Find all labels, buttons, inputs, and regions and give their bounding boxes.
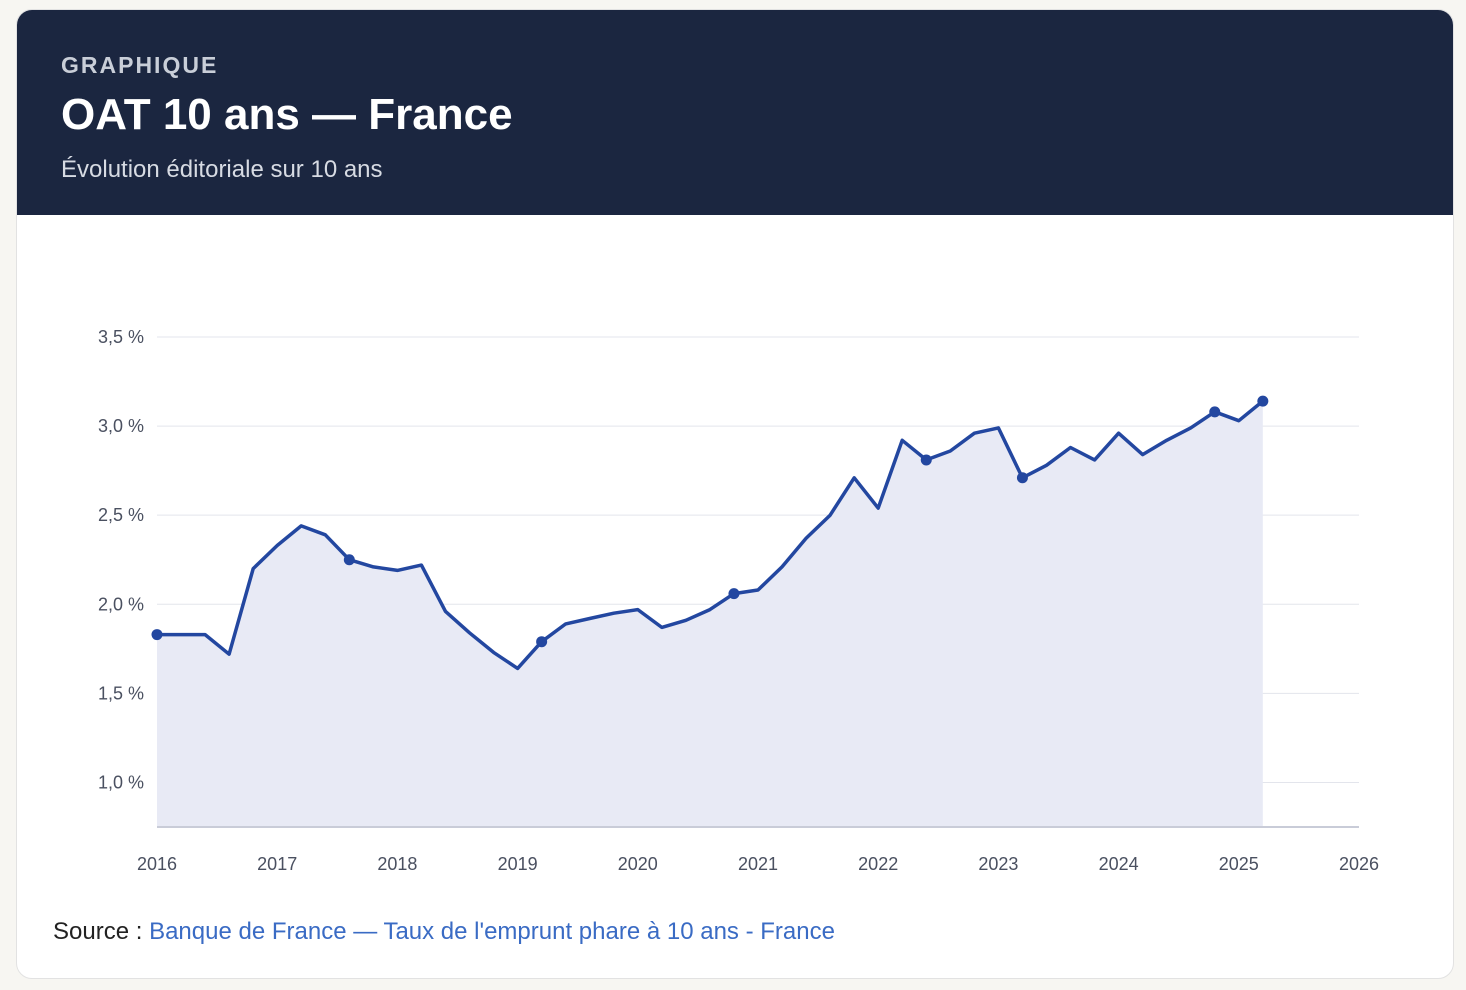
x-tick-label: 2022 <box>858 854 898 874</box>
data-point-marker <box>728 588 740 600</box>
x-tick-label: 2019 <box>498 854 538 874</box>
data-point-marker <box>920 454 932 466</box>
chart-card: GRAPHIQUE OAT 10 ans — France Évolution … <box>16 9 1454 979</box>
series-line <box>155 399 1265 671</box>
x-axis-ticks: 2016 2017 2018 2019 2020 2021 2022 2023 2024 2025… <box>137 854 1379 874</box>
x-tick-label: 2025 <box>1219 854 1259 874</box>
y-tick-label: 1,0 % <box>98 772 144 792</box>
y-tick-label: 1,5 % <box>98 683 144 703</box>
data-point-marker <box>151 629 163 641</box>
x-tick-label: 2023 <box>978 854 1018 874</box>
data-point-marker <box>536 636 548 648</box>
y-tick-label: 3,0 % <box>98 416 144 436</box>
series-markers <box>151 395 1269 648</box>
x-tick-label: 2017 <box>257 854 297 874</box>
y-tick-label: 2,5 % <box>98 505 144 525</box>
x-tick-label: 2016 <box>137 854 177 874</box>
chart-title: OAT 10 ans — France <box>61 90 513 139</box>
line-chart: 1,0 %1,5 %2,0 %2,5 %3,0 %3,5 % 2016 2017 2… <box>98 327 1379 874</box>
x-tick-label: 2026 <box>1339 854 1379 874</box>
data-point-marker <box>1257 395 1269 407</box>
chart-subtitle: Évolution éditoriale sur 10 ans <box>61 156 383 183</box>
source-label: Source : <box>53 918 143 945</box>
source-link[interactable]: Banque de France — Taux de l'emprunt pha… <box>149 918 835 945</box>
y-tick-label: 3,5 % <box>98 327 144 347</box>
x-tick-label: 2020 <box>618 854 658 874</box>
x-tick-label: 2021 <box>738 854 778 874</box>
y-tick-label: 2,0 % <box>98 594 144 614</box>
area-fill <box>157 401 1263 827</box>
y-axis-ticks: 1,0 % 1,5 % 2,0 % 2,5 % 3,0 % 3,5 % <box>98 327 144 792</box>
data-point-marker <box>343 554 355 566</box>
chart-kicker: GRAPHIQUE <box>61 52 219 78</box>
data-point-marker <box>1016 472 1028 484</box>
data-point-marker <box>1209 406 1221 418</box>
x-tick-label: 2018 <box>377 854 417 874</box>
chart-header: GRAPHIQUE OAT 10 ans — France Évolution … <box>17 10 1453 215</box>
source-line: Source : Banque de France — Taux de l'em… <box>53 918 835 946</box>
x-tick-label: 2024 <box>1099 854 1139 874</box>
